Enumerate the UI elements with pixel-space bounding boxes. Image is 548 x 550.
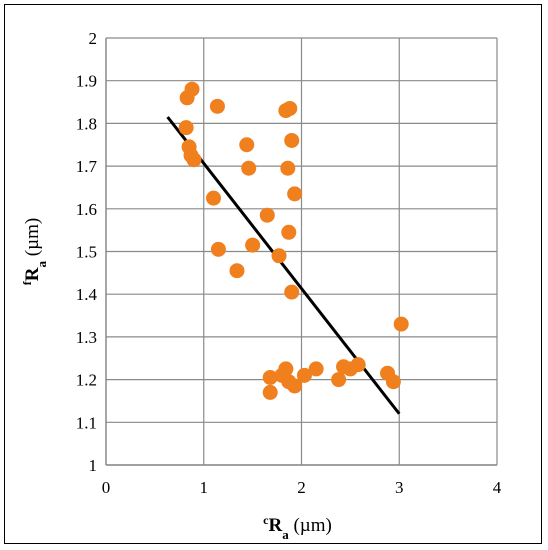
data-point	[241, 160, 257, 176]
axes	[105, 38, 497, 466]
data-point	[282, 100, 298, 116]
data-point	[186, 152, 202, 168]
data-point	[331, 372, 347, 388]
data-point	[178, 120, 194, 136]
x-tick-label: 3	[395, 478, 404, 497]
tick-labels: 11.11.21.31.41.51.61.71.81.920 1 2 3 4	[76, 29, 502, 497]
data-point	[239, 137, 255, 153]
data-point	[284, 284, 300, 300]
y-axis-label: fRa (µm)	[20, 218, 49, 285]
data-point	[393, 316, 409, 332]
data-point	[296, 367, 312, 383]
x-tick-label: 4	[493, 478, 502, 497]
y-tick-label: 1.3	[76, 328, 97, 347]
grid-lines	[105, 37, 498, 466]
x-tick-label: 0	[102, 478, 111, 497]
data-point	[271, 248, 287, 264]
data-point	[209, 98, 225, 114]
data-point	[308, 361, 324, 377]
y-tick-label: 1.4	[76, 285, 98, 304]
x-axis-label: cRa (µm)	[263, 513, 332, 542]
y-tick-label: 1.8	[76, 114, 97, 133]
chart-frame	[4, 4, 542, 544]
y-tick-label: 2	[89, 29, 98, 48]
x-tick-label: 1	[200, 478, 209, 497]
data-point	[179, 90, 195, 106]
x-tick-label: 2	[297, 478, 306, 497]
data-point	[281, 224, 297, 240]
y-tick-label: 1.5	[76, 243, 97, 262]
data-point	[385, 374, 401, 390]
y-tick-label: 1.1	[76, 413, 97, 432]
data-point	[245, 237, 261, 253]
y-tick-label: 1.9	[76, 72, 97, 91]
data-point	[210, 241, 226, 257]
data-point	[278, 361, 294, 377]
y-tick-label: 1.2	[76, 371, 97, 390]
y-tick-label: 1.6	[76, 200, 97, 219]
data-point	[350, 357, 366, 373]
data-point	[262, 384, 278, 400]
data-point	[259, 207, 275, 223]
data-point	[284, 132, 300, 148]
data-point	[229, 263, 245, 279]
y-tick-label: 1	[89, 456, 98, 475]
data-points	[178, 81, 409, 400]
data-point	[262, 369, 278, 385]
data-point	[280, 160, 296, 176]
data-point	[287, 186, 303, 202]
y-tick-label: 1.7	[76, 157, 98, 176]
data-point	[287, 378, 303, 394]
data-point	[206, 190, 222, 206]
